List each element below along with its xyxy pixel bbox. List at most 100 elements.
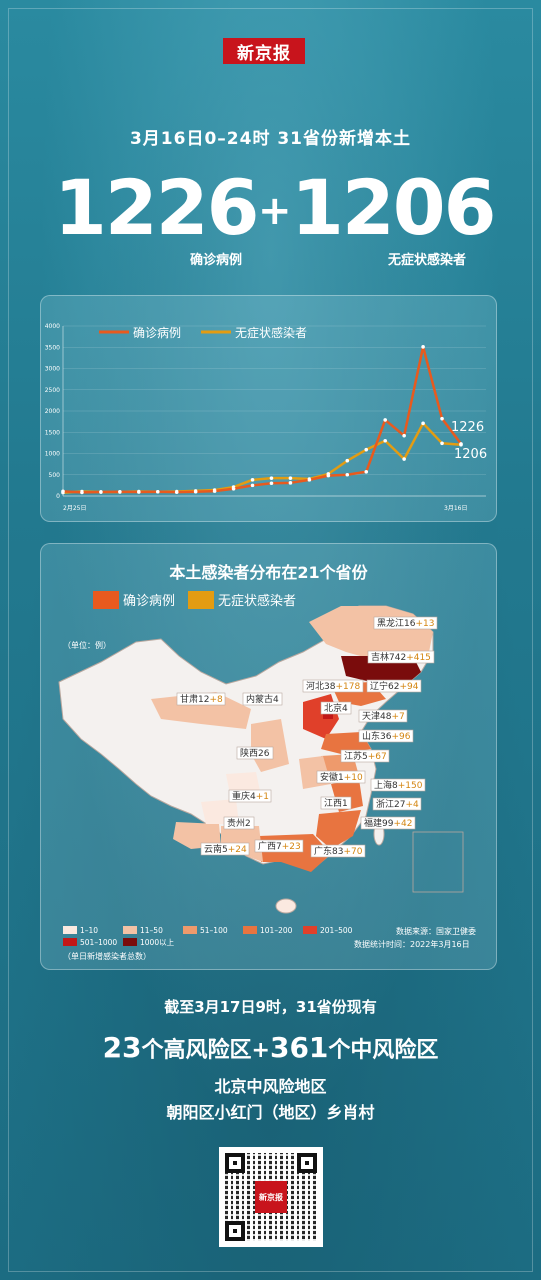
data-point-confirmed bbox=[402, 433, 406, 438]
province-label: 广西7+23 bbox=[258, 840, 301, 852]
data-point-confirmed bbox=[250, 483, 255, 488]
province-label: 江西1 bbox=[324, 798, 348, 809]
scale-swatch bbox=[123, 926, 137, 934]
province-label-box bbox=[320, 701, 352, 715]
province-confirmed-value: 黑龙江16 bbox=[377, 617, 416, 629]
end-label-asymptomatic: 1206 bbox=[454, 447, 487, 462]
province-label-box bbox=[200, 842, 250, 856]
qr-center-logo: 新京报 bbox=[255, 1181, 287, 1213]
province-confirmed-value: 山东36 bbox=[362, 730, 392, 742]
province-asym-value: +67 bbox=[368, 752, 387, 762]
y-tick-label: 500 bbox=[49, 472, 61, 479]
y-tick-label: 3000 bbox=[45, 366, 60, 373]
province-label: 辽宁62+94 bbox=[370, 680, 419, 692]
beijing-risk-area: 朝阳区小红门（地区）乡肖村 bbox=[166, 1103, 375, 1122]
data-point-confirmed bbox=[459, 442, 463, 446]
trend-chart-panel: 0 500 1000 1500 2000 2500 3000 3500 4000 确诊病例 无症… bbox=[40, 295, 497, 522]
province-label-box bbox=[176, 692, 226, 706]
province-label-box bbox=[360, 816, 416, 830]
y-tick-label: 1500 bbox=[45, 429, 60, 436]
province-asym-value: +178 bbox=[335, 682, 360, 692]
data-point-confirmed bbox=[364, 469, 369, 474]
province-confirmed-value: 浙江27 bbox=[376, 798, 405, 810]
data-point-confirmed bbox=[421, 345, 425, 349]
series-line-confirmed bbox=[62, 345, 462, 494]
qr-code[interactable]: 新京报 bbox=[219, 1147, 323, 1247]
province-asym-value: +70 bbox=[343, 847, 362, 857]
province-label: 吉林742+415 bbox=[371, 651, 431, 663]
scale-label: 201–500 bbox=[320, 926, 353, 935]
province-label-box bbox=[223, 816, 255, 830]
data-point-confirmed bbox=[118, 489, 122, 494]
province-label-box bbox=[367, 650, 435, 664]
data-point-confirmed bbox=[137, 490, 141, 494]
scale-swatch bbox=[303, 926, 317, 934]
province-asym-value: +415 bbox=[406, 653, 431, 663]
province-label-box bbox=[310, 844, 366, 858]
scale-label: 1000以上 bbox=[140, 938, 175, 947]
data-point-confirmed bbox=[99, 490, 103, 494]
scale-swatch bbox=[63, 938, 77, 946]
qr-finder-top-left bbox=[225, 1153, 245, 1173]
data-point-confirmed bbox=[80, 490, 84, 495]
y-tick-label: 2500 bbox=[45, 387, 60, 394]
data-point-asymptomatic bbox=[345, 458, 350, 463]
province-label: 上海8+150 bbox=[374, 779, 423, 791]
map-legend-asymptomatic: 无症状感染者 bbox=[218, 593, 296, 609]
province-confirmed-value: 北京4 bbox=[324, 702, 348, 714]
data-point-asymptomatic bbox=[421, 421, 425, 426]
province-label: 山东36+96 bbox=[362, 730, 411, 742]
province-confirmed-value: 上海8 bbox=[374, 779, 398, 791]
data-point-asymptomatic bbox=[288, 476, 293, 480]
scale-note: （单日新增感染者总数） bbox=[63, 951, 151, 961]
province-confirmed-value: 江西1 bbox=[324, 798, 348, 809]
province-label-box bbox=[316, 770, 366, 784]
data-point-asymptomatic bbox=[440, 441, 444, 446]
data-point-asymptomatic bbox=[364, 447, 369, 452]
province-label: 陕西26 bbox=[240, 747, 270, 759]
y-tick-label: 0 bbox=[56, 493, 60, 500]
risk-summary-line: 截至3月17日9时，31省份现有 bbox=[164, 998, 377, 1016]
south-sea-inset bbox=[412, 831, 464, 893]
hainan-island bbox=[275, 898, 297, 914]
province-label-box bbox=[372, 797, 422, 811]
province-asym-value: +7 bbox=[391, 712, 404, 722]
data-point-confirmed bbox=[155, 489, 160, 494]
data-point-confirmed bbox=[269, 481, 274, 486]
province-confirmed-value: 吉林742 bbox=[371, 651, 406, 663]
province-confirmed-value: 云南5 bbox=[204, 843, 228, 855]
province-label: 重庆4+1 bbox=[232, 790, 269, 802]
map-unit: （单位：例） bbox=[63, 640, 111, 650]
end-label-confirmed: 1226 bbox=[451, 420, 484, 435]
province-label: 广东83+70 bbox=[314, 845, 363, 857]
qr-finder-bottom-left bbox=[225, 1221, 245, 1241]
province-asym-value: +42 bbox=[393, 819, 412, 829]
y-tick-label: 4000 bbox=[45, 323, 60, 330]
data-point-asymptomatic bbox=[250, 478, 255, 482]
province-confirmed-value: 天津48 bbox=[362, 711, 392, 722]
province-label-box bbox=[254, 839, 304, 853]
scale-label: 51–100 bbox=[200, 926, 228, 935]
data-point-confirmed bbox=[231, 486, 236, 491]
china-map: 确诊病例 无症状感染者 （单位：例） 黑龙江16+13 吉林742+415 甘肃12… bbox=[58, 591, 476, 961]
province-confirmed-value: 安徽1 bbox=[320, 771, 344, 783]
qr-finder-top-right bbox=[297, 1153, 317, 1173]
legend-asymptomatic-block bbox=[188, 591, 214, 609]
province-label-box bbox=[340, 749, 390, 763]
scale-swatch bbox=[183, 926, 197, 934]
data-point-confirmed bbox=[61, 489, 65, 494]
province-confirmed-value: 贵州2 bbox=[227, 817, 251, 829]
trend-chart: 0 500 1000 1500 2000 2500 3000 3500 4000 确诊病例 无症… bbox=[45, 323, 487, 512]
province-label: 福建99+42 bbox=[364, 817, 412, 829]
province-confirmed-value: 广东83 bbox=[314, 845, 343, 857]
province-label: 天津48+7 bbox=[362, 711, 405, 722]
legend-asymptomatic-label: 无症状感染者 bbox=[235, 325, 307, 340]
map-title: 本土感染者分布在21个省份 bbox=[169, 563, 368, 582]
confirmed-count: 1226 bbox=[54, 163, 260, 252]
province-asym-value: +8 bbox=[209, 695, 223, 705]
province-label: 内蒙古4 bbox=[246, 693, 279, 705]
province-gansu bbox=[151, 692, 251, 729]
province-confirmed-value: 福建99 bbox=[364, 817, 394, 829]
province-label: 云南5+24 bbox=[204, 843, 247, 855]
